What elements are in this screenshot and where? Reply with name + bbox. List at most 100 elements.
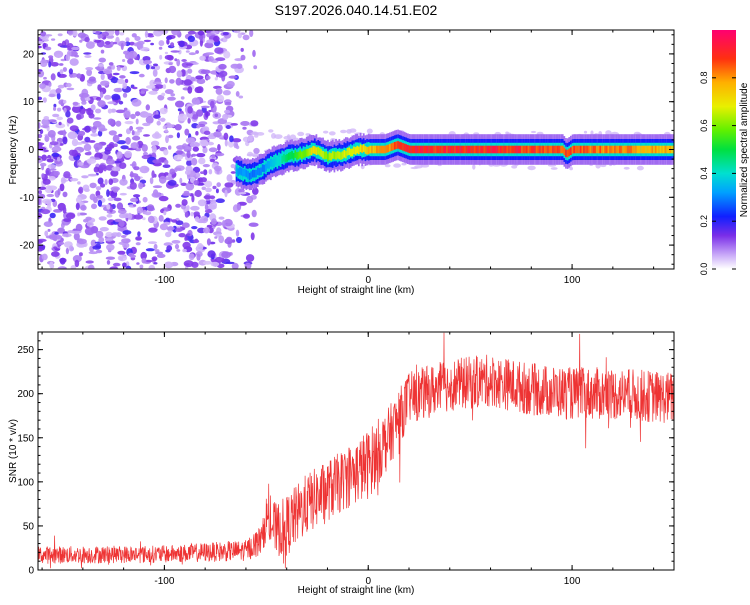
noise-blob [153, 65, 161, 71]
noise-blob [253, 65, 258, 70]
noise-blob [550, 167, 558, 170]
noise-blob [86, 158, 97, 165]
ridge-segment [397, 141, 399, 149]
ridge-segment [467, 145, 469, 154]
ridge-segment [278, 157, 280, 165]
ridge-segment [247, 171, 249, 179]
noise-blob [90, 104, 96, 111]
ridge-segment [390, 143, 393, 151]
noise-blob [185, 63, 194, 66]
noise-blob [124, 120, 134, 125]
ridge-segment [307, 148, 310, 157]
noise-blob [233, 30, 241, 34]
noise-blob [54, 248, 61, 251]
noise-blob [103, 68, 113, 75]
ridge-segment [284, 154, 287, 163]
noise-blob [243, 213, 250, 219]
noise-blob [122, 213, 131, 219]
noise-blob [50, 73, 56, 81]
noise-blob [151, 145, 157, 154]
noise-blob [85, 216, 92, 221]
noise-blob [39, 59, 48, 67]
ridge-segment [380, 145, 383, 154]
spectrogram-y-ticks: -20 -10 0 10 20 [20, 34, 674, 265]
noise-blob [196, 243, 204, 251]
ridge-segment [338, 151, 341, 160]
noise-blob [117, 78, 125, 84]
noise-blob [44, 46, 52, 51]
noise-blob [283, 135, 291, 140]
noise-blob [84, 188, 90, 193]
noise-blob [48, 82, 52, 87]
noise-blob [54, 231, 59, 235]
noise-blob [75, 202, 80, 210]
noise-blob [217, 144, 221, 151]
noise-blob [97, 199, 103, 207]
x-tick-label: -100 [154, 275, 174, 286]
noise-blob [150, 140, 160, 147]
ridge-segment [428, 145, 430, 154]
ridge-segment [594, 145, 597, 154]
noise-blob [217, 124, 223, 132]
noise-blob [130, 142, 139, 149]
noise-blob [208, 147, 218, 153]
noise-blob [154, 249, 160, 253]
ridge-segment [304, 149, 306, 158]
noise-blob [221, 37, 228, 43]
noise-blob [53, 170, 60, 176]
noise-blob [215, 87, 223, 95]
noise-blob [125, 137, 131, 145]
ridge-segment [349, 148, 352, 157]
noise-blob [250, 120, 259, 127]
noise-blob [168, 145, 172, 150]
ridge-segment [654, 145, 657, 154]
noise-blob [62, 136, 68, 145]
noise-blob [38, 70, 45, 78]
ridge-segment [659, 145, 662, 154]
noise-blob [117, 250, 126, 255]
noise-blob [206, 224, 213, 228]
noise-blob [203, 169, 208, 176]
noise-blob [104, 237, 114, 242]
noise-blob [118, 100, 124, 105]
noise-blob [636, 165, 644, 171]
noise-blob [168, 65, 177, 74]
ridge-segment [615, 145, 618, 154]
noise-blob [254, 134, 259, 138]
ridge-segment [641, 145, 644, 154]
noise-blob [115, 109, 126, 114]
ridge-segment [336, 151, 339, 159]
noise-blob [51, 38, 56, 41]
noise-blob [139, 165, 150, 174]
ridge-segment [658, 145, 660, 154]
ridge-segment [291, 151, 293, 159]
noise-blob [102, 154, 108, 161]
noise-blob [109, 266, 119, 269]
noise-blob [94, 30, 101, 35]
ridge-segment [429, 145, 432, 154]
noise-blob [135, 126, 144, 130]
noise-blob [88, 76, 96, 82]
noise-blob [193, 180, 199, 186]
noise-blob [48, 119, 57, 123]
noise-blob [177, 113, 188, 122]
noise-blob [184, 128, 190, 136]
noise-blob [81, 100, 87, 105]
ridge-segment [252, 169, 254, 178]
noise-blob [208, 56, 214, 62]
noise-blob [205, 110, 209, 118]
noise-blob [62, 129, 66, 137]
noise-blob [162, 84, 167, 90]
ridge-segment [372, 145, 375, 154]
x-tick-label: 100 [564, 576, 581, 587]
noise-blob [167, 134, 174, 139]
noise-blob [114, 218, 122, 223]
ridge-segment [527, 145, 530, 154]
noise-blob [78, 130, 86, 136]
ridge-segment [511, 145, 513, 154]
noise-blob [49, 168, 57, 171]
ridge-segment [465, 145, 468, 154]
noise-blob [230, 123, 238, 126]
ridge-segment [374, 145, 376, 154]
noise-blob [55, 123, 66, 129]
